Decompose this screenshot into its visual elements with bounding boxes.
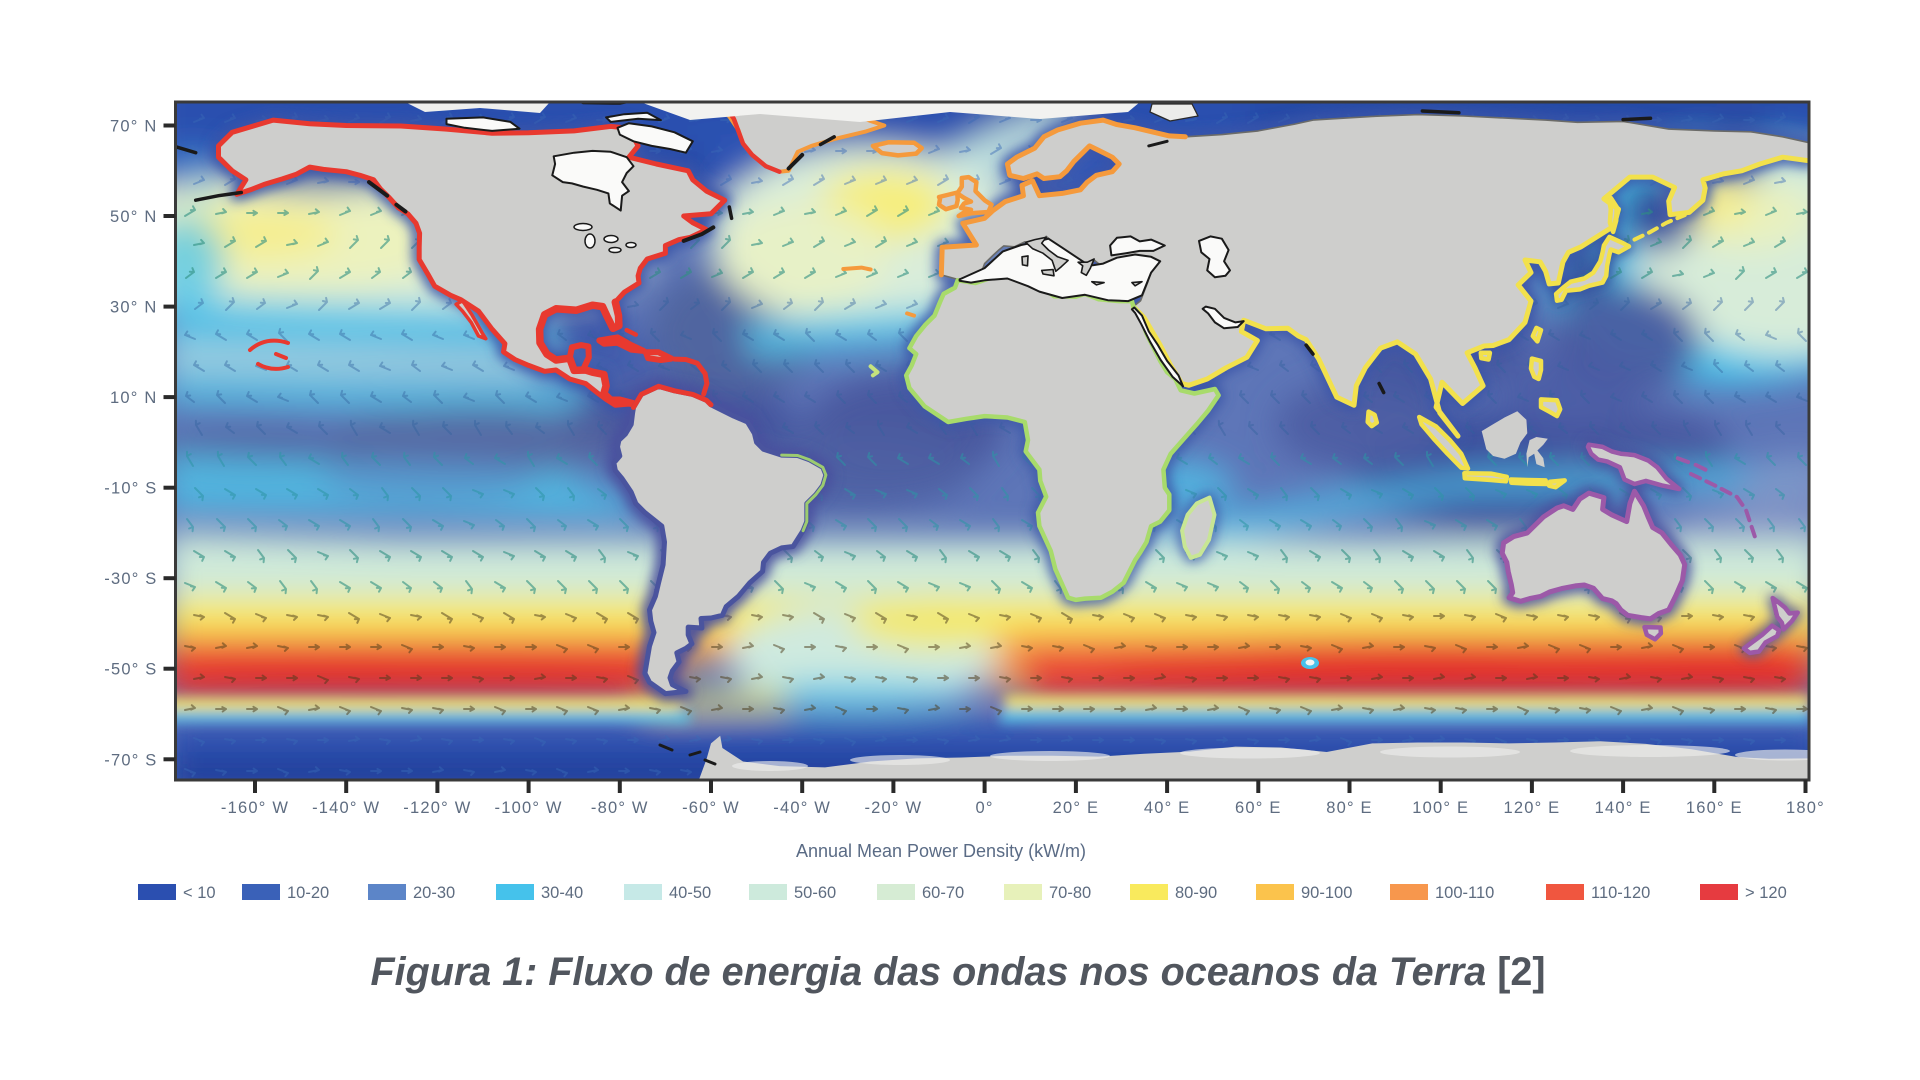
svg-text:-50° S: -50° S <box>104 661 157 679</box>
svg-text:20° E: 20° E <box>1053 799 1100 817</box>
svg-text:30° N: 30° N <box>110 299 157 317</box>
svg-text:0°: 0° <box>976 799 994 817</box>
svg-text:70° N: 70° N <box>110 118 157 136</box>
svg-text:-160° W: -160° W <box>221 799 289 817</box>
svg-text:110-120: 110-120 <box>1591 884 1650 902</box>
svg-text:30-40: 30-40 <box>541 884 583 902</box>
svg-text:60-70: 60-70 <box>922 884 964 902</box>
svg-text:140° E: 140° E <box>1595 799 1652 817</box>
svg-text:Figura 1: Fluxo de energia das: Figura 1: Fluxo de energia das ondas nos… <box>370 950 1545 994</box>
svg-text:50-60: 50-60 <box>794 884 836 902</box>
svg-text:40° E: 40° E <box>1144 799 1191 817</box>
svg-text:40-50: 40-50 <box>669 884 711 902</box>
svg-text:60° E: 60° E <box>1235 799 1282 817</box>
svg-text:-120° W: -120° W <box>403 799 471 817</box>
svg-text:120° E: 120° E <box>1503 799 1560 817</box>
svg-text:80-90: 80-90 <box>1175 884 1217 902</box>
svg-text:-140° W: -140° W <box>312 799 380 817</box>
svg-text:-10° S: -10° S <box>104 480 157 498</box>
svg-text:10-20: 10-20 <box>287 884 329 902</box>
svg-text:80° E: 80° E <box>1326 799 1373 817</box>
svg-text:< 10: < 10 <box>183 884 216 902</box>
svg-text:-40° W: -40° W <box>773 799 831 817</box>
svg-text:90-100: 90-100 <box>1301 884 1352 902</box>
svg-text:-70° S: -70° S <box>104 751 157 769</box>
svg-text:160° E: 160° E <box>1686 799 1743 817</box>
svg-text:-20° W: -20° W <box>864 799 922 817</box>
svg-text:50° N: 50° N <box>110 208 157 226</box>
svg-text:Annual Mean Power Density (kW/: Annual Mean Power Density (kW/m) <box>796 841 1086 861</box>
svg-text:100° E: 100° E <box>1412 799 1469 817</box>
svg-text:> 120: > 120 <box>1745 884 1787 902</box>
svg-text:20-30: 20-30 <box>413 884 455 902</box>
svg-text:180°: 180° <box>1786 799 1825 817</box>
svg-text:70-80: 70-80 <box>1049 884 1091 902</box>
svg-text:10° N: 10° N <box>110 389 157 407</box>
svg-text:-100° W: -100° W <box>495 799 563 817</box>
svg-text:100-110: 100-110 <box>1435 884 1494 902</box>
svg-text:-30° S: -30° S <box>104 570 157 588</box>
svg-text:-80° W: -80° W <box>591 799 649 817</box>
svg-text:-60° W: -60° W <box>682 799 740 817</box>
